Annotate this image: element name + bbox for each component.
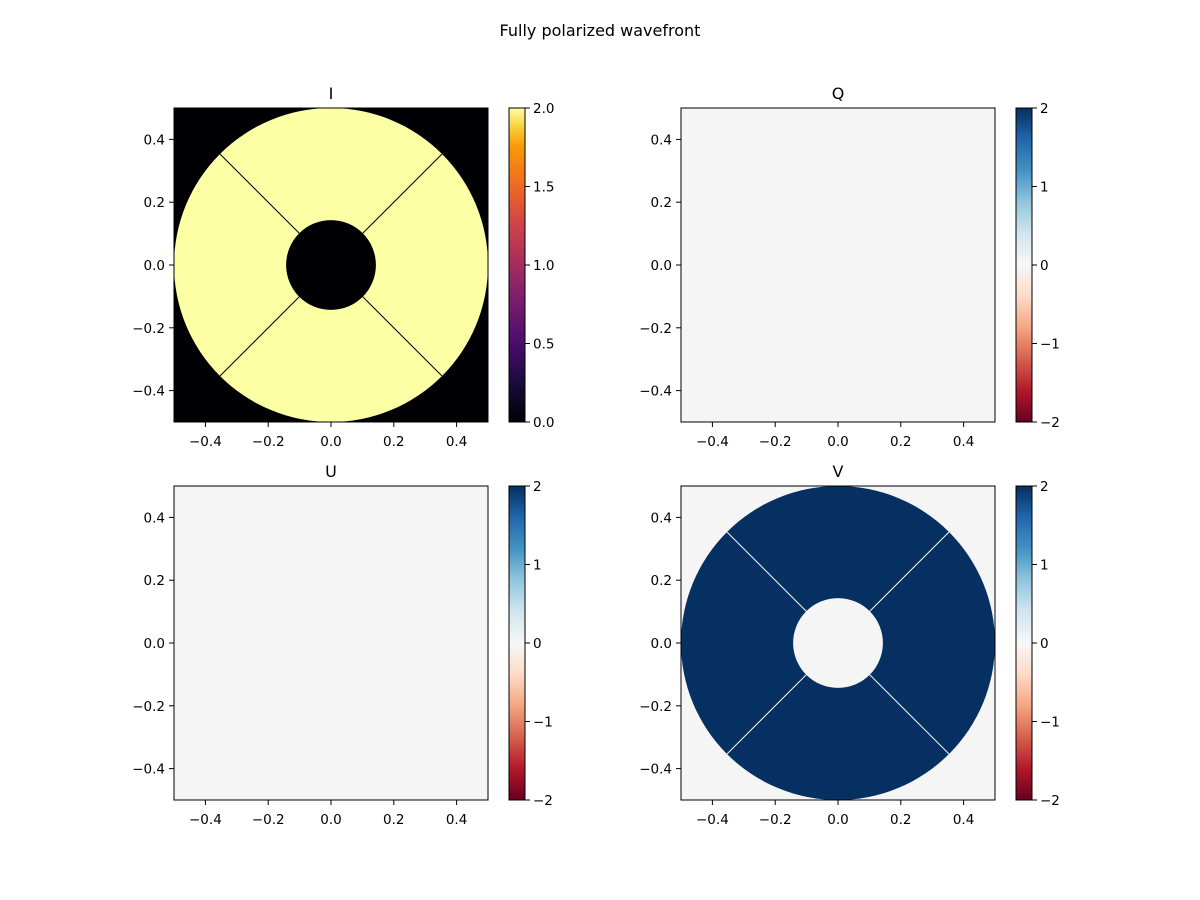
colorbar-tick-label: −1 <box>1040 715 1060 731</box>
colorbar-tick-label: 1.0 <box>533 258 554 274</box>
spider-vane <box>869 674 950 755</box>
x-tick-label: −0.4 <box>189 812 222 828</box>
y-tick-label: 0.4 <box>651 132 672 148</box>
panel-q: Q −0.4 −0.2 0.0 0.2 0.4 −0.4 −0.2 0.0 0.2 0.4 −2 −1 0… <box>639 84 1060 450</box>
y-tick-label: 0.0 <box>651 636 672 652</box>
spider-vane <box>362 296 443 377</box>
colorbar-gradient <box>1016 108 1032 422</box>
central-obscuration <box>793 598 883 688</box>
y-tick-label: −0.2 <box>132 321 165 337</box>
colorbar-tick-label: 1 <box>1040 558 1049 574</box>
panel-title: Q <box>832 84 845 103</box>
colorbar-tick-label: 2 <box>1040 479 1049 495</box>
spider-vane <box>869 531 950 612</box>
x-tick-label: −0.4 <box>696 812 729 828</box>
image-background <box>174 486 488 800</box>
colorbar-tick-label: 1.5 <box>533 180 554 196</box>
panel-title: V <box>833 462 844 481</box>
y-tick-label: −0.4 <box>132 384 165 400</box>
spider-vane <box>726 674 807 755</box>
x-tick-label: −0.4 <box>189 434 222 450</box>
colorbar-tick-label: −2 <box>1040 415 1060 431</box>
colorbar-gradient <box>509 486 525 800</box>
y-tick-label: −0.2 <box>639 321 672 337</box>
y-tick-label: 0.2 <box>651 195 672 211</box>
spider-vane <box>219 153 300 234</box>
x-tick-label: −0.2 <box>252 812 285 828</box>
y-tick-label: −0.4 <box>132 762 165 778</box>
x-tick-label: −0.4 <box>696 434 729 450</box>
x-tick-label: 0.4 <box>953 434 974 450</box>
y-tick-label: 0.2 <box>651 573 672 589</box>
panel-title: I <box>329 84 334 103</box>
y-tick-label: 0.2 <box>144 195 165 211</box>
x-tick-label: 0.2 <box>890 434 911 450</box>
y-tick-label: −0.4 <box>639 384 672 400</box>
central-obscuration <box>286 220 376 310</box>
colorbar-tick-label: −2 <box>1040 793 1060 809</box>
colorbar-tick-label: 2 <box>533 479 542 495</box>
panel-title: U <box>325 462 337 481</box>
x-tick-label: 0.0 <box>320 434 341 450</box>
spider-vane <box>219 296 300 377</box>
colorbar-tick-label: 0 <box>1040 636 1049 652</box>
y-tick-label: 0.0 <box>144 258 165 274</box>
x-tick-label: 0.2 <box>383 812 404 828</box>
colorbar-tick-label: 0.0 <box>533 415 554 431</box>
colorbar-tick-label: 0 <box>533 636 542 652</box>
y-tick-label: 0.4 <box>144 510 165 526</box>
colorbar-tick-label: 2 <box>1040 101 1049 117</box>
y-tick-label: 0.4 <box>144 132 165 148</box>
y-tick-label: 0.4 <box>651 510 672 526</box>
spider-vane <box>726 531 807 612</box>
x-tick-label: 0.0 <box>320 812 341 828</box>
colorbar-tick-label: 0.5 <box>533 337 554 353</box>
x-tick-label: 0.0 <box>827 434 848 450</box>
panel-v: V −0.4 −0.2 0.0 0.2 0.4 −0.4 −0.2 0.0 0.2 0.4 −2 −1 0… <box>639 462 1060 828</box>
figure-title: Fully polarized wavefront <box>500 21 701 40</box>
colorbar-tick-label: 2.0 <box>533 101 554 117</box>
colorbar-tick-label: −2 <box>533 793 553 809</box>
x-tick-label: 0.4 <box>446 434 467 450</box>
y-tick-label: −0.2 <box>639 699 672 715</box>
colorbar-tick-label: −1 <box>533 715 553 731</box>
y-tick-label: 0.2 <box>144 573 165 589</box>
x-tick-label: 0.4 <box>953 812 974 828</box>
x-tick-label: −0.2 <box>759 812 792 828</box>
y-tick-label: 0.0 <box>651 258 672 274</box>
x-tick-label: −0.2 <box>759 434 792 450</box>
x-tick-label: 0.2 <box>383 434 404 450</box>
colorbar-gradient <box>1016 486 1032 800</box>
colorbar-tick-label: 0 <box>1040 258 1049 274</box>
y-tick-label: −0.4 <box>639 762 672 778</box>
x-tick-label: 0.2 <box>890 812 911 828</box>
panel-u: U −0.4 −0.2 0.0 0.2 0.4 −0.4 −0.2 0.0 0.2 0.4 −2 −1 0… <box>132 462 553 828</box>
panels: I −0.4 −0.2 0.0 0.2 0.4 −0.4 −0.2 0.0 0.2 0.4 0.0 0.… <box>132 84 1060 828</box>
x-tick-label: 0.4 <box>446 812 467 828</box>
colorbar-tick-label: −1 <box>1040 337 1060 353</box>
colorbar-gradient <box>509 108 525 422</box>
colorbar-tick-label: 1 <box>533 558 542 574</box>
colorbar-tick-label: 1 <box>1040 180 1049 196</box>
y-tick-label: −0.2 <box>132 699 165 715</box>
panel-i: I −0.4 −0.2 0.0 0.2 0.4 −0.4 −0.2 0.0 0.2 0.4 0.0 0.… <box>132 84 554 450</box>
x-tick-label: 0.0 <box>827 812 848 828</box>
x-tick-label: −0.2 <box>252 434 285 450</box>
y-tick-label: 0.0 <box>144 636 165 652</box>
spider-vane <box>362 153 443 234</box>
image-background <box>681 108 995 422</box>
